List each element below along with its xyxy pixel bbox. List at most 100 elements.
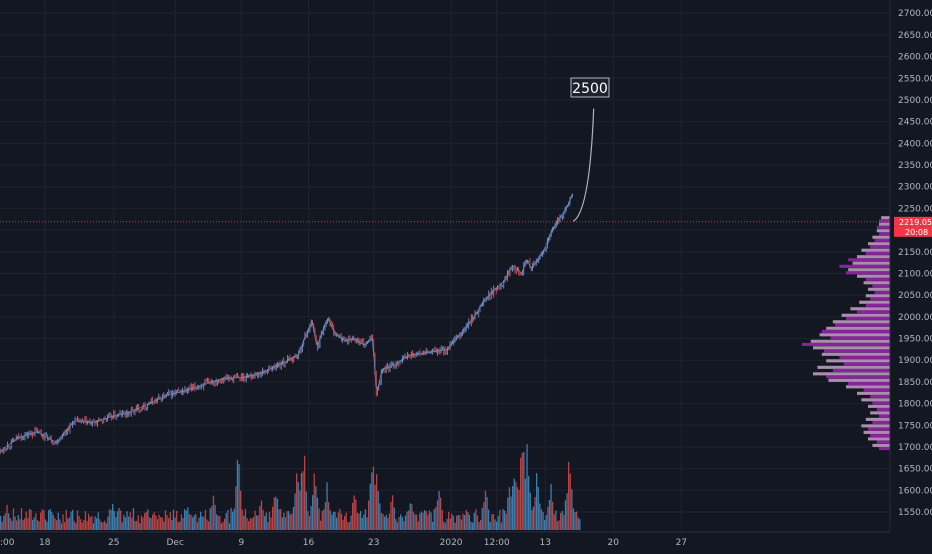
- volume-bar: [236, 459, 239, 530]
- volume-bar: [195, 513, 197, 530]
- volume-bar: [73, 520, 75, 530]
- volume-bar: [264, 516, 266, 530]
- volume-bar: [558, 520, 560, 530]
- volume-bar: [283, 512, 285, 530]
- volume-bar: [262, 509, 264, 530]
- volume-bar: [177, 522, 179, 530]
- volume-bar: [22, 519, 24, 530]
- volume-bar: [163, 521, 165, 530]
- volume-bar: [268, 511, 271, 530]
- volume-bar: [65, 509, 67, 530]
- volume-bar: [475, 509, 477, 530]
- volume-bar: [209, 508, 211, 530]
- volume-bar: [400, 514, 402, 530]
- volume-bar: [534, 497, 536, 530]
- volume-bar: [504, 510, 506, 530]
- profile-row-up: [865, 294, 890, 298]
- profile-row-up: [861, 398, 890, 402]
- volume-bar: [48, 510, 50, 530]
- volume-bar: [507, 497, 509, 530]
- volume-bar: [497, 515, 499, 530]
- volume-bar: [294, 493, 296, 530]
- volume-bar: [539, 503, 541, 530]
- price-tick-label: 2150.000: [898, 248, 932, 258]
- volume-bar: [1, 521, 3, 530]
- price-axis[interactable]: 1550.000 1600.000 1650.000 1700.000 1750.000…: [889, 0, 932, 550]
- profile-row-down: [863, 388, 890, 392]
- volume-bar: [260, 500, 263, 530]
- volume-bar: [192, 517, 194, 530]
- profile-row-down: [865, 277, 890, 281]
- profile-row-up: [852, 261, 890, 265]
- volume-bar: [96, 518, 98, 530]
- profile-row-down: [879, 232, 890, 236]
- volume-bar: [577, 517, 579, 530]
- price-tick-label: 1550.000: [898, 508, 932, 518]
- volume-bar: [521, 452, 523, 530]
- profile-row-up: [872, 235, 890, 239]
- profile-row-down: [870, 297, 890, 301]
- volume-bar: [516, 487, 519, 530]
- profile-row-down: [846, 316, 890, 320]
- volume-bar: [523, 451, 525, 530]
- price-tick-label: 1800.000: [898, 400, 932, 410]
- volume-bar: [331, 514, 333, 530]
- volume-bar: [460, 519, 463, 530]
- volume-bar: [12, 508, 15, 530]
- profile-row-down: [879, 414, 890, 418]
- volume-bar: [424, 510, 426, 530]
- projection-line: [572, 108, 595, 222]
- price-tick-label: 2450.000: [898, 118, 932, 128]
- volume-bar: [59, 519, 61, 530]
- volume-bar: [100, 522, 103, 530]
- volume-bar: [116, 511, 119, 530]
- volume-bar: [446, 518, 448, 530]
- volume-bar: [75, 523, 77, 530]
- volume-bar: [513, 478, 515, 530]
- volume-bar: [126, 511, 128, 530]
- volume-bar: [419, 513, 421, 530]
- time-axis[interactable]: :00 18 25 Dec 9 16 23 2020 12:00 13 20 27: [0, 531, 932, 550]
- volume-bar: [404, 515, 407, 530]
- profile-row-down: [879, 219, 890, 223]
- volume-bar: [8, 513, 10, 530]
- volume-bar: [353, 495, 355, 530]
- countdown-tag: [894, 226, 932, 237]
- volume-bar: [129, 512, 131, 530]
- volume-bar: [478, 521, 480, 530]
- volume-bar: [433, 509, 435, 530]
- volume-bar: [155, 515, 157, 530]
- volume-bar: [30, 509, 32, 530]
- volume-bar: [233, 508, 235, 530]
- volume-bar: [230, 507, 232, 530]
- volume-bar: [406, 511, 408, 530]
- volume-bar: [57, 512, 59, 530]
- volume-bar: [265, 512, 267, 530]
- volume-bar: [38, 521, 40, 530]
- volume-bar: [88, 513, 90, 530]
- volume-bar: [448, 511, 450, 530]
- volume-bar: [40, 512, 42, 530]
- price-tick-label: 1850.000: [898, 378, 932, 388]
- volume-bar: [193, 515, 195, 530]
- volume-bar: [110, 509, 112, 530]
- volume-bar: [113, 510, 115, 530]
- profile-row-down: [872, 401, 890, 405]
- volume-bar: [28, 509, 31, 530]
- volume-bar: [456, 515, 458, 530]
- volume-bar: [464, 515, 466, 530]
- volume-bar: [9, 517, 11, 530]
- time-tick-label: 25: [108, 538, 119, 548]
- volume-bar: [156, 519, 159, 530]
- volume-bar: [411, 504, 413, 530]
- volume-bar: [452, 515, 455, 530]
- volume-bar: [435, 506, 437, 530]
- volume-bar: [166, 515, 168, 530]
- volume-bar: [542, 511, 544, 530]
- volume-bar: [568, 461, 570, 530]
- volume-bar: [292, 507, 295, 530]
- price-callout: 2500: [570, 77, 610, 98]
- volume-bar: [6, 504, 8, 530]
- profile-row-up: [865, 417, 890, 421]
- profile-row-up: [870, 411, 890, 415]
